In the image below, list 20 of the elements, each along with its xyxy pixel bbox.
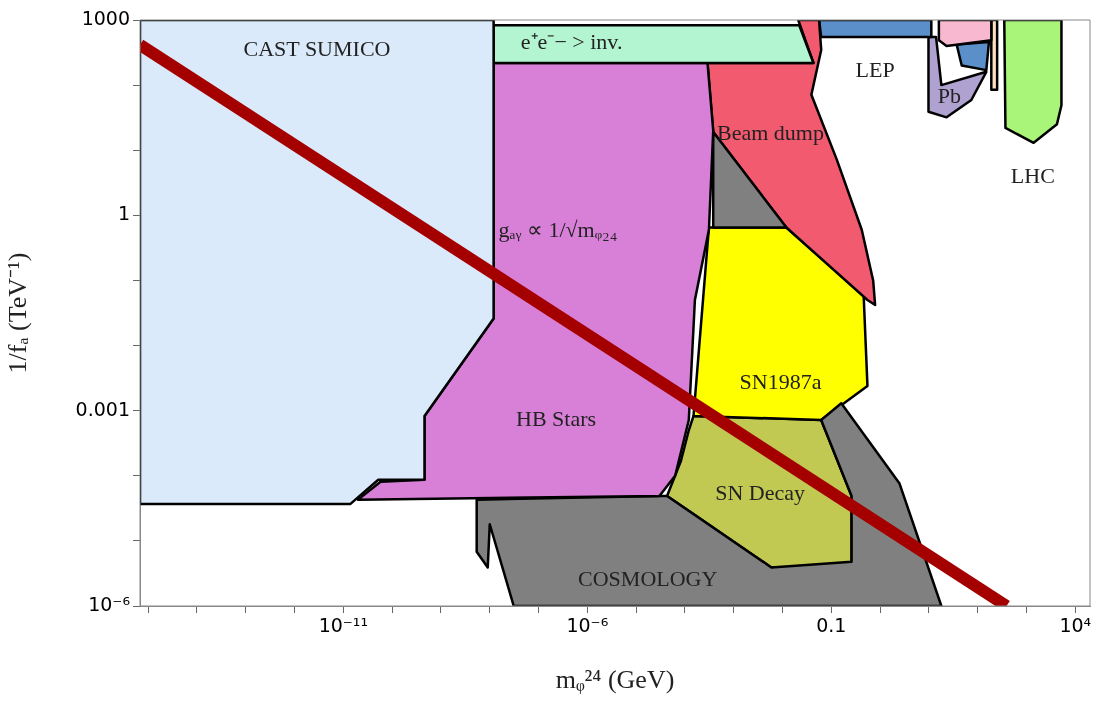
x-tick-label: 10⁻¹¹: [318, 614, 369, 637]
x-tick-label: 10⁴: [1059, 614, 1092, 637]
series-label: Pb: [937, 82, 962, 108]
annotation: gₐᵧ ∝ 1/√mᵩ₂₄: [498, 216, 618, 242]
x-tick-label: 10⁻⁶: [566, 614, 609, 637]
series-label: COSMOLOGY: [578, 566, 718, 592]
y-tick-label: 0.001: [75, 397, 130, 420]
y-tick-label: 10⁻⁶: [88, 592, 130, 615]
series-label: LEP: [855, 56, 895, 82]
series-label: e⁺e⁻− > inv.: [520, 29, 623, 55]
x-axis-title: mᵩ²⁴ (GeV): [555, 665, 675, 695]
y-tick-label: 1: [117, 202, 130, 225]
series-label: CAST SUMICO: [243, 35, 391, 61]
series-label: Beam dump: [717, 119, 824, 145]
series-label: LHC: [1010, 162, 1055, 188]
series-label: SN Decay: [715, 479, 805, 505]
y-axis-title: 1/fₐ (TeV⁻¹): [3, 252, 33, 374]
y-tick-label: 1000: [81, 6, 130, 29]
series-label: HB Stars: [516, 405, 597, 431]
x-tick-label: 0.1: [816, 614, 847, 637]
